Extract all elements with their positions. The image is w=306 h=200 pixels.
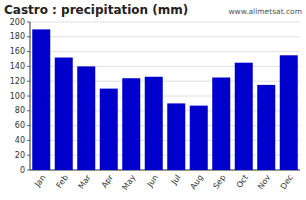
- grid-line: [30, 51, 300, 52]
- annotation: www.allmetsat.com: [228, 7, 302, 16]
- y-tick-label: 160: [10, 47, 25, 56]
- y-tick-label: 200: [10, 18, 25, 27]
- bar: [167, 103, 185, 170]
- bar: [212, 78, 230, 171]
- bar: [100, 89, 118, 170]
- y-tick-label: 40: [15, 136, 25, 145]
- x-tick-label: Feb: [54, 173, 70, 190]
- x-tick-label: Mar: [76, 173, 92, 191]
- bar: [235, 63, 253, 170]
- bar: [280, 55, 298, 170]
- y-tick-label: 140: [10, 62, 25, 71]
- bar: [77, 66, 95, 170]
- x-tick-label: Jan: [32, 173, 47, 189]
- x-tick-label: Apr: [100, 173, 116, 190]
- bar: [190, 106, 208, 170]
- bar: [122, 78, 140, 170]
- x-tick-label: May: [121, 173, 138, 192]
- x-tick-label: Jun: [145, 173, 160, 189]
- y-tick-label: 20: [15, 151, 25, 160]
- y-tick-label: 60: [15, 121, 25, 130]
- bar: [145, 77, 163, 170]
- title: Castro : precipitation (mm): [4, 3, 188, 17]
- y-tick-label: 180: [10, 32, 25, 41]
- y-tick-label: 100: [10, 92, 25, 101]
- bar: [257, 85, 275, 170]
- x-tick-label: Aug: [189, 173, 205, 191]
- grid: [30, 22, 300, 170]
- y-axis-line: [30, 22, 31, 170]
- grid-line: [30, 22, 300, 23]
- x-tick-label: Jul: [169, 173, 182, 187]
- y-tick-label: 0: [20, 166, 25, 175]
- axes: 0 20 40 60 80 100 120 140 160 180 200 Jan Feb Mar Apr M…: [10, 18, 300, 192]
- chart: 0 20 40 60 80 100 120 140 160 180 200 Jan Feb Mar Apr M…: [0, 0, 306, 200]
- bar: [55, 58, 73, 170]
- x-tick-label: Nov: [256, 173, 272, 191]
- bar: [32, 29, 50, 170]
- x-tick-label: Dec: [279, 173, 295, 191]
- bars: [32, 29, 298, 170]
- x-tick-label: Sep: [211, 173, 227, 191]
- grid-line: [30, 36, 300, 37]
- x-tick-label: Oct: [235, 173, 250, 190]
- y-tick-label: 120: [10, 77, 25, 86]
- y-tick-label: 80: [15, 106, 25, 115]
